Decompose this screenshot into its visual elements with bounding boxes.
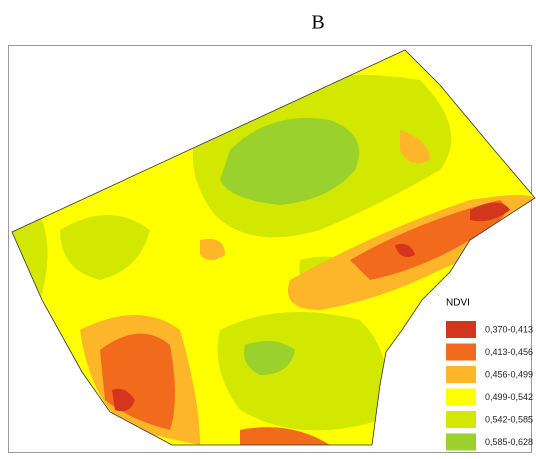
legend-label: 0,585-0,628: [485, 437, 533, 447]
title: B: [311, 12, 324, 34]
field-outline: [11, 49, 536, 446]
legend: NDVI 0,370-0,413 0,413-0,456 0,456-0,499 0,…: [438, 290, 533, 452]
legend-label: 0,542-0,585: [485, 414, 533, 424]
legend-swatch: [446, 343, 476, 361]
legend-swatch: [446, 366, 476, 383]
legend-swatch: [446, 321, 476, 338]
legend-label: 0,413-0,456: [485, 347, 533, 357]
legend-swatch: [446, 388, 476, 406]
legend-label: 0,456-0,499: [485, 369, 533, 379]
ndvi-field: [12, 50, 535, 445]
legend-label: 0,499-0,542: [485, 392, 533, 402]
legend-swatch: [446, 411, 476, 428]
frame: [8, 45, 532, 453]
legend-label: 0,370-0,413: [485, 324, 533, 334]
legend-title: NDVI: [446, 298, 470, 309]
legend-swatch: [446, 433, 476, 451]
